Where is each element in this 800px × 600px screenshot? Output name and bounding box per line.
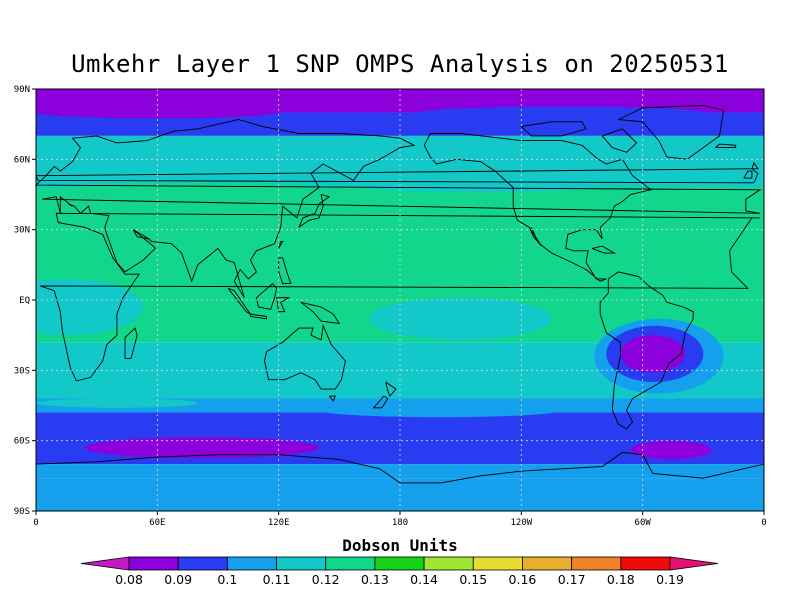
pacific-tropical-low: [369, 297, 552, 340]
coast-iceland: [715, 143, 737, 149]
colorbar-low-arrow: [80, 556, 130, 571]
colorbar-tick-label: 0.11: [263, 572, 291, 587]
colorbar-tick-label: 0.19: [656, 572, 684, 587]
coast-japan: [298, 193, 331, 228]
field-edge-4: [319, 403, 562, 418]
lon-tick-label: 120W: [510, 518, 532, 528]
coast-borneo: [255, 282, 278, 310]
coast-africa: [39, 212, 761, 382]
coast-baja: [528, 227, 542, 247]
colorbar-tick-label: 0.17: [558, 572, 586, 587]
colorbar-tick-label: 0.16: [509, 572, 537, 587]
coast-antarctica-west: [35, 454, 401, 484]
lon-tick-label: 180: [392, 518, 408, 528]
colorbar-tick-label: 0.15: [459, 572, 487, 587]
colorbar-tick-label: 0.18: [607, 572, 635, 587]
coast-new-guinea: [300, 301, 341, 324]
lat-tick-label: EQ: [19, 296, 30, 306]
field-edge-1: [359, 178, 603, 193]
colorbar-tick-label: 0.14: [410, 572, 438, 587]
field-edge-3: [420, 106, 704, 119]
map-grid: [36, 89, 764, 511]
southern-ocean-min-west: [84, 437, 320, 459]
colorbar-swatch: [128, 556, 179, 571]
lon-tick-label: 0: [33, 518, 38, 528]
coast-baffin: [601, 128, 638, 153]
coast-eurasia: [34, 119, 762, 298]
colorbar-high-arrow: [669, 556, 719, 571]
colorbar-tick-label: 0.13: [361, 572, 389, 587]
colorbar-tick-label: 0.12: [312, 572, 340, 587]
chart-title: Umkehr Layer 1 SNP OMPS Analysis on 2025…: [71, 50, 729, 78]
colorbar-swatch: [374, 556, 425, 571]
colorbar-swatch: [325, 556, 376, 571]
coast-greenland: [618, 104, 725, 160]
coast-antarctica-east: [400, 451, 765, 484]
colorbar-units: Dobson Units: [342, 536, 458, 555]
lat-tick-label: 90N: [14, 85, 30, 95]
colorbar: 0.08 0.09 0.1 0.11 0.12 0.13 0.14 0.15 0.16 0.17 0…: [80, 556, 719, 587]
coast-north-america: [423, 133, 652, 282]
coast-cuba: [591, 245, 617, 254]
colorbar-swatch: [472, 556, 523, 571]
colorbar-swatch: [276, 556, 327, 571]
colorbar-tick-label: 0.1: [217, 572, 237, 587]
south-america-core: [620, 335, 686, 373]
indian-ocean-tropical-low: [36, 278, 144, 336]
coast-java: [249, 313, 267, 320]
lat-tick-label: 90S: [14, 507, 30, 517]
colorbar-swatch: [620, 556, 671, 571]
lon-tick-label: 0: [761, 518, 766, 528]
colorbar-swatch: [423, 556, 474, 571]
colorbar-swatch: [571, 556, 622, 571]
lon-tick-label: 60E: [149, 518, 165, 528]
lat-tick-label: 30N: [14, 226, 30, 236]
lat-tick-label: 60S: [14, 437, 30, 447]
lon-tick-label: 60W: [635, 518, 652, 528]
coast-taiwan: [278, 240, 284, 249]
coast-nz-south: [372, 395, 389, 409]
coast-ireland: [743, 170, 753, 179]
colorbar-swatch: [226, 556, 277, 571]
coast-arabia-sea-line: [132, 229, 150, 240]
coast-madagascar: [124, 327, 138, 360]
lat-tick-label: 60N: [14, 155, 30, 165]
field-edge-0: [56, 182, 340, 197]
southern-ocean-min-east: [630, 440, 712, 460]
colorbar-tick-label: 0.09: [164, 572, 192, 587]
coast-philippines: [278, 257, 292, 285]
lon-tick-label: 120E: [268, 518, 290, 528]
lat-tick-label: 30S: [14, 366, 30, 376]
coast-south-america: [599, 271, 694, 430]
coast-australia: [264, 324, 346, 390]
coast-tasmania: [328, 395, 336, 402]
colorbar-swatch: [522, 556, 573, 571]
coast-nz-north: [385, 381, 397, 397]
field-band-7: [36, 464, 764, 479]
coast-gb: [35, 161, 759, 184]
colorbar-swatch: [177, 556, 228, 571]
coast-arctic-islands: [520, 121, 587, 137]
field-edge-5: [36, 398, 198, 408]
field-edge-2: [36, 106, 279, 119]
colorbar-tick-label: 0.08: [115, 572, 143, 587]
